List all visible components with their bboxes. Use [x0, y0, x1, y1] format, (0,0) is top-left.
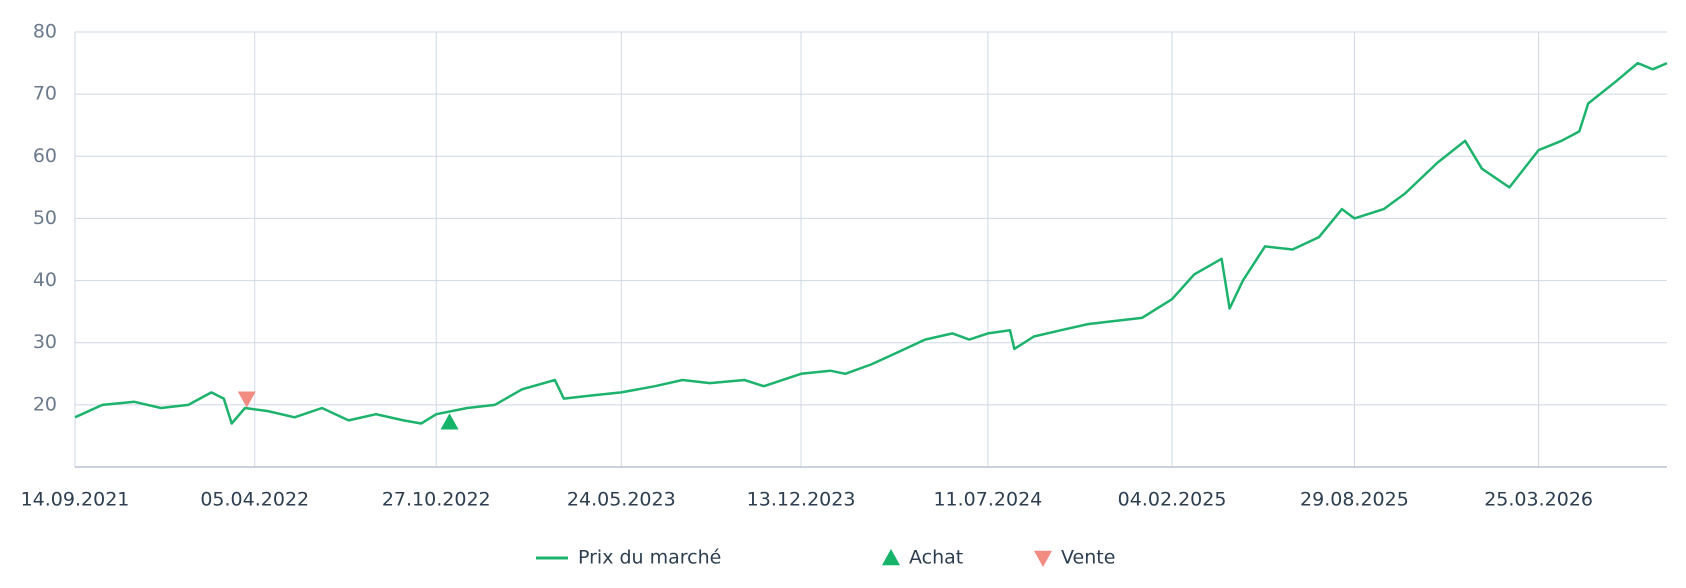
y-tick-label: 80: [33, 21, 57, 43]
legend-label: Prix du marché: [578, 547, 721, 569]
legend-swatch: [882, 549, 900, 566]
y-tick-label: 70: [33, 83, 57, 105]
x-tick-label: 13.12.2023: [747, 489, 856, 511]
legend-swatch: [1034, 550, 1052, 567]
trade-marker: [440, 413, 459, 430]
y-tick-label: 30: [33, 331, 57, 353]
x-tick-label: 29.08.2025: [1300, 489, 1409, 511]
x-tick-label: 14.09.2021: [21, 489, 130, 511]
y-tick-label: 50: [33, 207, 57, 229]
y-tick-label: 40: [33, 269, 57, 291]
x-tick-label: 11.07.2024: [933, 489, 1042, 511]
x-tick-label: 25.03.2026: [1484, 489, 1593, 511]
x-tick-label: 04.02.2025: [1118, 489, 1227, 511]
trade-marker: [237, 391, 256, 408]
y-tick-label: 60: [33, 145, 57, 167]
y-tick-label: 20: [33, 393, 57, 415]
price-line: [74, 61, 1668, 425]
x-tick-label: 24.05.2023: [567, 489, 676, 511]
legend-label: Achat: [909, 547, 963, 569]
x-tick-label: 27.10.2022: [382, 489, 491, 511]
x-tick-label: 05.04.2022: [200, 489, 309, 511]
legend-label: Vente: [1061, 547, 1115, 569]
